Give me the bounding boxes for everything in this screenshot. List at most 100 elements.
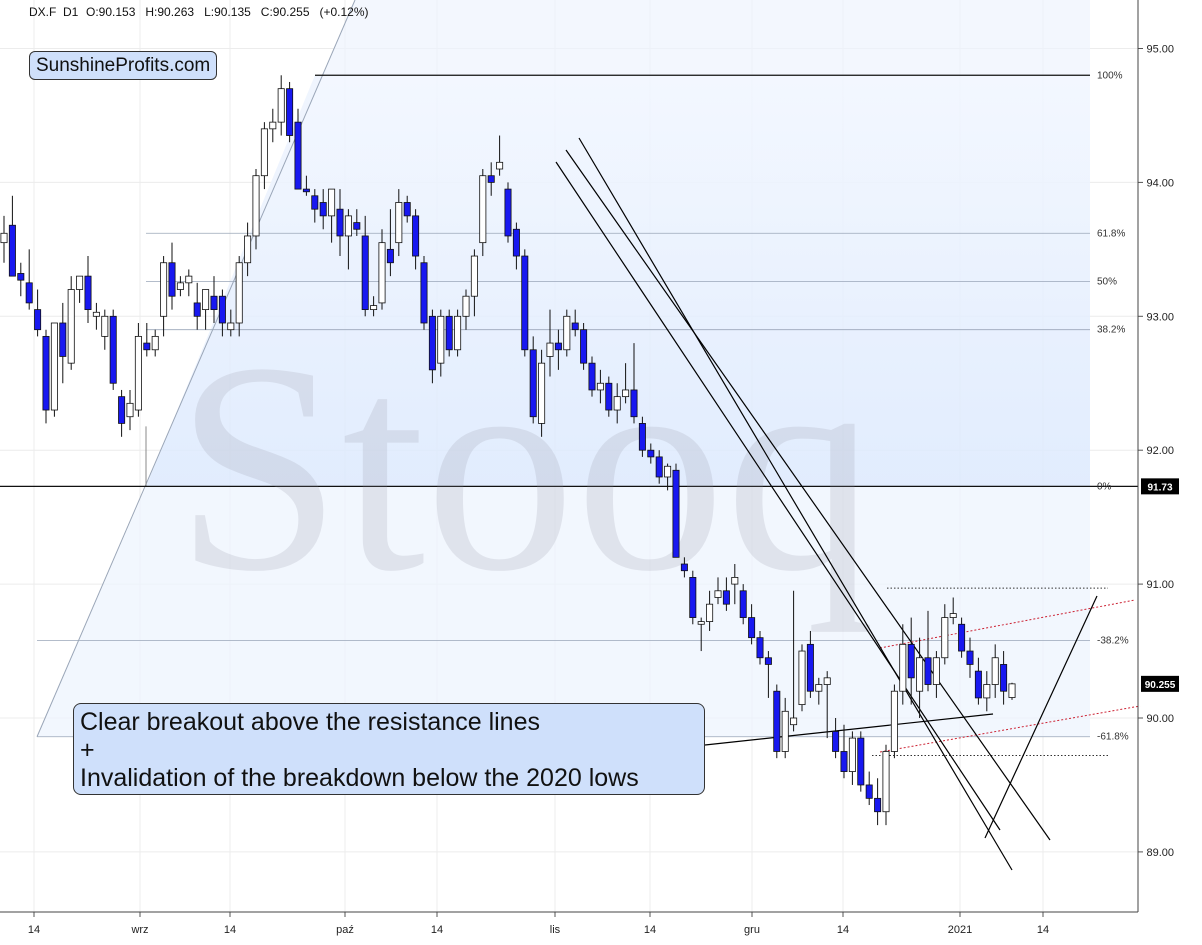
candle-body <box>865 784 873 799</box>
candle-body <box>739 590 747 618</box>
candle-body <box>689 577 697 618</box>
candle-body <box>916 657 924 692</box>
price-badge <box>1141 478 1179 495</box>
fib-level-label: 0% <box>1097 481 1112 492</box>
fib-band-top <box>146 0 1090 487</box>
candle-body <box>857 737 865 786</box>
candle-body <box>613 396 621 411</box>
candle-body <box>210 295 218 311</box>
candle-body <box>496 161 504 170</box>
candle-body <box>983 684 991 699</box>
candle-body <box>34 309 42 331</box>
annotation-callout: Clear breakout above the resistance line… <box>73 703 705 795</box>
candle-body <box>580 329 588 364</box>
candle-body <box>764 657 772 665</box>
x-tick-label: 14 <box>1037 924 1049 936</box>
candle-body <box>462 295 470 317</box>
candle-body <box>487 175 495 183</box>
candle-body <box>546 342 554 357</box>
candle-body <box>260 128 268 177</box>
candle-body <box>1008 683 1016 698</box>
x-tick-label: gru <box>744 924 760 936</box>
candle-body <box>949 613 957 618</box>
candle-body <box>907 643 915 679</box>
candle-body <box>890 690 898 752</box>
candle-body <box>218 295 226 324</box>
fib-level-label: 50% <box>1097 276 1117 287</box>
candle-body <box>445 315 453 351</box>
candle-body <box>244 235 252 264</box>
trend-lines <box>555 137 1141 871</box>
candle-body <box>67 289 75 364</box>
candle-body <box>823 677 831 685</box>
y-tick-label: 90.00 <box>1146 713 1174 725</box>
y-tick-label: 89.00 <box>1146 847 1174 859</box>
x-tick-label: 14 <box>224 924 236 936</box>
fib-fan-line <box>36 0 356 737</box>
candle-body <box>344 215 352 237</box>
fib-band-upper <box>146 75 1090 487</box>
candle-body <box>647 449 655 458</box>
candle-body <box>412 215 420 257</box>
candle-body <box>235 262 243 324</box>
candle-body <box>790 717 798 726</box>
price-badge <box>1141 675 1179 692</box>
candle-body <box>840 751 848 772</box>
candle-body <box>991 657 999 685</box>
candle-body <box>176 282 184 290</box>
candle-body <box>378 242 386 304</box>
candle-body <box>185 275 193 284</box>
candle-body <box>529 349 537 418</box>
candle-body <box>756 637 764 659</box>
candle-body <box>512 228 520 257</box>
candle-body <box>773 690 781 752</box>
candle-body <box>84 275 92 311</box>
fib-level-label: 61.8% <box>1097 228 1125 239</box>
candle-body <box>395 202 403 244</box>
candle-body <box>664 465 672 478</box>
candle-body <box>630 389 638 418</box>
axes: 14 wrz 14 paź 14 lis 14 gru 14 2021 14 95.00 94.00 93… <box>0 0 1179 936</box>
candle-body <box>202 289 210 311</box>
fib-level-label: 100% <box>1097 70 1123 81</box>
candle-body <box>521 255 529 351</box>
candle-body <box>143 342 151 351</box>
candle-body <box>697 621 705 625</box>
candle-body <box>1000 664 1008 692</box>
fib-level-label: -61.8% <box>1097 732 1129 743</box>
candle-body <box>479 175 487 244</box>
candle-body <box>437 315 445 364</box>
x-tick-label: wrz <box>130 924 148 936</box>
trend-line <box>578 137 1013 871</box>
candle-body <box>932 657 940 685</box>
candle-body <box>554 342 562 351</box>
candle-body <box>714 590 722 598</box>
y-tick-label: 93.00 <box>1146 311 1174 323</box>
x-tick-label: 14 <box>837 924 849 936</box>
candle-body <box>454 315 462 351</box>
candle-body <box>386 248 394 264</box>
price-badge-label: 91.73 <box>1147 482 1172 493</box>
x-tick-label: 14 <box>431 924 443 936</box>
candle-body <box>160 262 168 317</box>
x-tick-label: lis <box>550 924 561 936</box>
candle-body <box>168 262 176 297</box>
candle-body <box>806 643 814 692</box>
candle-body <box>286 88 294 136</box>
y-tick-label: 95.00 <box>1146 44 1174 56</box>
candle-body <box>17 273 25 281</box>
candle-body <box>538 362 546 424</box>
candle-body <box>109 315 117 384</box>
candle-body <box>848 737 856 772</box>
candle-body <box>672 469 680 558</box>
candle-body <box>126 402 134 418</box>
candle-body <box>428 315 436 371</box>
trend-line <box>555 161 1001 831</box>
candle-body <box>370 305 378 311</box>
brand-logo: SunshineProfits.com <box>29 51 218 80</box>
channel-line <box>879 599 1136 649</box>
price-badge-label: 90.255 <box>1145 680 1176 691</box>
candle-body <box>302 188 310 193</box>
candle-body <box>504 188 512 237</box>
